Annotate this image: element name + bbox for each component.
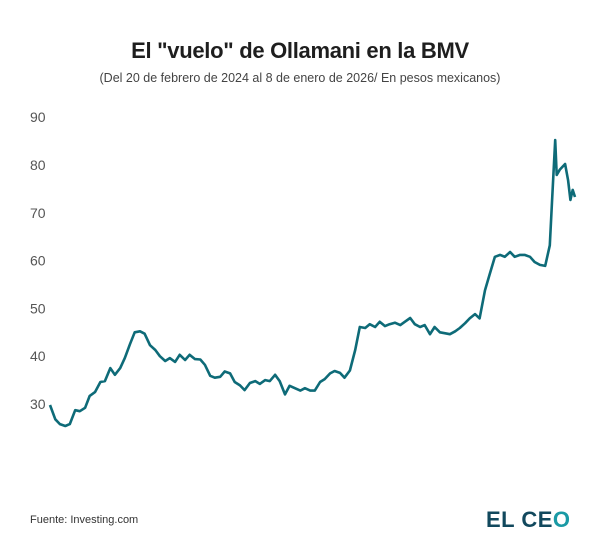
price-line [48, 138, 577, 428]
chart-subtitle: (Del 20 de febrero de 2024 al 8 de enero… [99, 71, 501, 85]
source-note: Fuente: Investing.com [30, 514, 139, 526]
y-tick-label: 50 [30, 300, 46, 316]
y-tick-label: 40 [30, 348, 46, 364]
y-tick-label: 60 [30, 253, 46, 269]
chart-title: El "vuelo" de Ollamani en la BMV [131, 38, 469, 63]
el-ceo-logo: EL CEO [486, 507, 571, 532]
y-tick-label: 30 [30, 396, 46, 412]
y-tick-label: 80 [30, 157, 46, 173]
y-axis: 30 40 50 60 70 80 90 [30, 109, 46, 412]
series-lines [48, 138, 577, 428]
y-tick-label: 90 [30, 109, 46, 125]
y-tick-label: 70 [30, 205, 46, 221]
